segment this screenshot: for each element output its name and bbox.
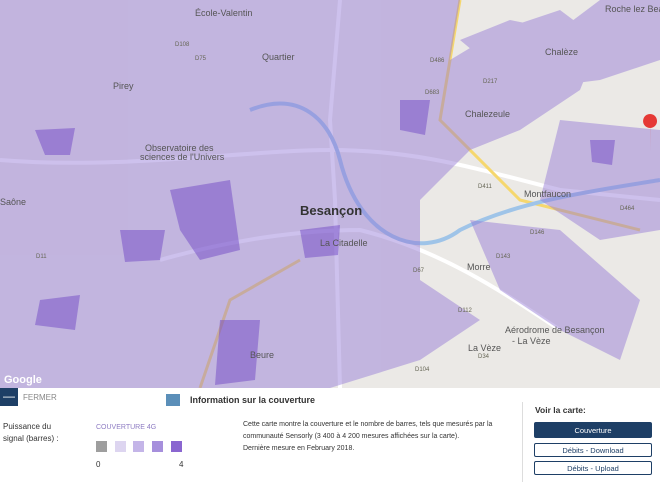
place-label: Observatoire des (145, 143, 214, 153)
road-label: D143 (496, 254, 511, 260)
road-label: D67 (413, 268, 425, 274)
map-icon (166, 394, 180, 406)
place-label: Roche lez Beaure (605, 4, 660, 14)
legend-label: Puissance du (3, 422, 52, 431)
place-label: La Citadelle (320, 238, 368, 248)
legend-max: 4 (179, 460, 184, 469)
road-label: D146 (530, 230, 545, 236)
legend-swatch (171, 441, 182, 452)
view-title: Voir la carte: (535, 405, 586, 415)
place-label: La Vèze (468, 343, 501, 353)
road-label: D34 (478, 354, 490, 360)
road-label: D75 (195, 56, 207, 62)
upload-button[interactable]: Débits - Upload (534, 461, 652, 475)
download-button[interactable]: Débits - Download (534, 443, 652, 457)
legend-title: COUVERTURE 4G (96, 424, 157, 431)
road-label: D486 (430, 58, 445, 64)
location-pin[interactable] (643, 114, 658, 152)
description: communauté Sensorly (3 400 à 4 200 mesur… (243, 433, 460, 440)
place-label: Chalèze (545, 47, 578, 57)
place-label: Quartier (262, 52, 295, 62)
info-panel: — FERMER Information sur la couverture P… (0, 388, 660, 489)
divider (522, 402, 523, 482)
road-label: D217 (483, 79, 498, 85)
road-label: D11 (36, 254, 47, 260)
road-label: D683 (425, 90, 440, 96)
place-label: Beure (250, 350, 274, 360)
legend-swatch (96, 441, 107, 452)
road-label: D464 (620, 206, 635, 212)
road-label: D108 (175, 42, 190, 48)
place-label: Morre (467, 262, 491, 272)
legend-swatch (133, 441, 144, 452)
road-label: D411 (478, 184, 493, 190)
place-label: Montfaucon (524, 189, 571, 199)
legend-swatch (152, 441, 163, 452)
place-label: Saône (0, 197, 26, 207)
map[interactable]: Besançon La Citadelle Chalezeule Chalèze… (0, 0, 660, 388)
google-logo: Google (4, 374, 42, 386)
panel-title: Information sur la couverture (190, 395, 316, 405)
place-label: Pirey (113, 81, 134, 91)
place-label: Chalezeule (465, 109, 510, 119)
coverage-button[interactable]: Couverture (534, 422, 652, 438)
road-label: D104 (415, 367, 430, 373)
place-label: - La Vèze (512, 336, 551, 346)
place-label: Aérodrome de Besançon (505, 325, 605, 335)
close-icon[interactable]: — (0, 388, 18, 406)
place-label: École-Valentin (195, 8, 252, 18)
description: Cette carte montre la couverture et le n… (243, 421, 493, 428)
legend-min: 0 (96, 460, 101, 469)
close-button[interactable]: FERMER (23, 393, 57, 402)
road-label: D112 (458, 308, 473, 314)
place-label: sciences de l'Univers (140, 152, 225, 162)
description: Dernière mesure en February 2018. (243, 445, 355, 452)
map-labels: Besançon La Citadelle Chalezeule Chalèze… (0, 4, 660, 386)
legend-swatch (115, 441, 126, 452)
legend-label: signal (barres) : (3, 434, 59, 443)
place-label: Besançon (300, 203, 362, 218)
